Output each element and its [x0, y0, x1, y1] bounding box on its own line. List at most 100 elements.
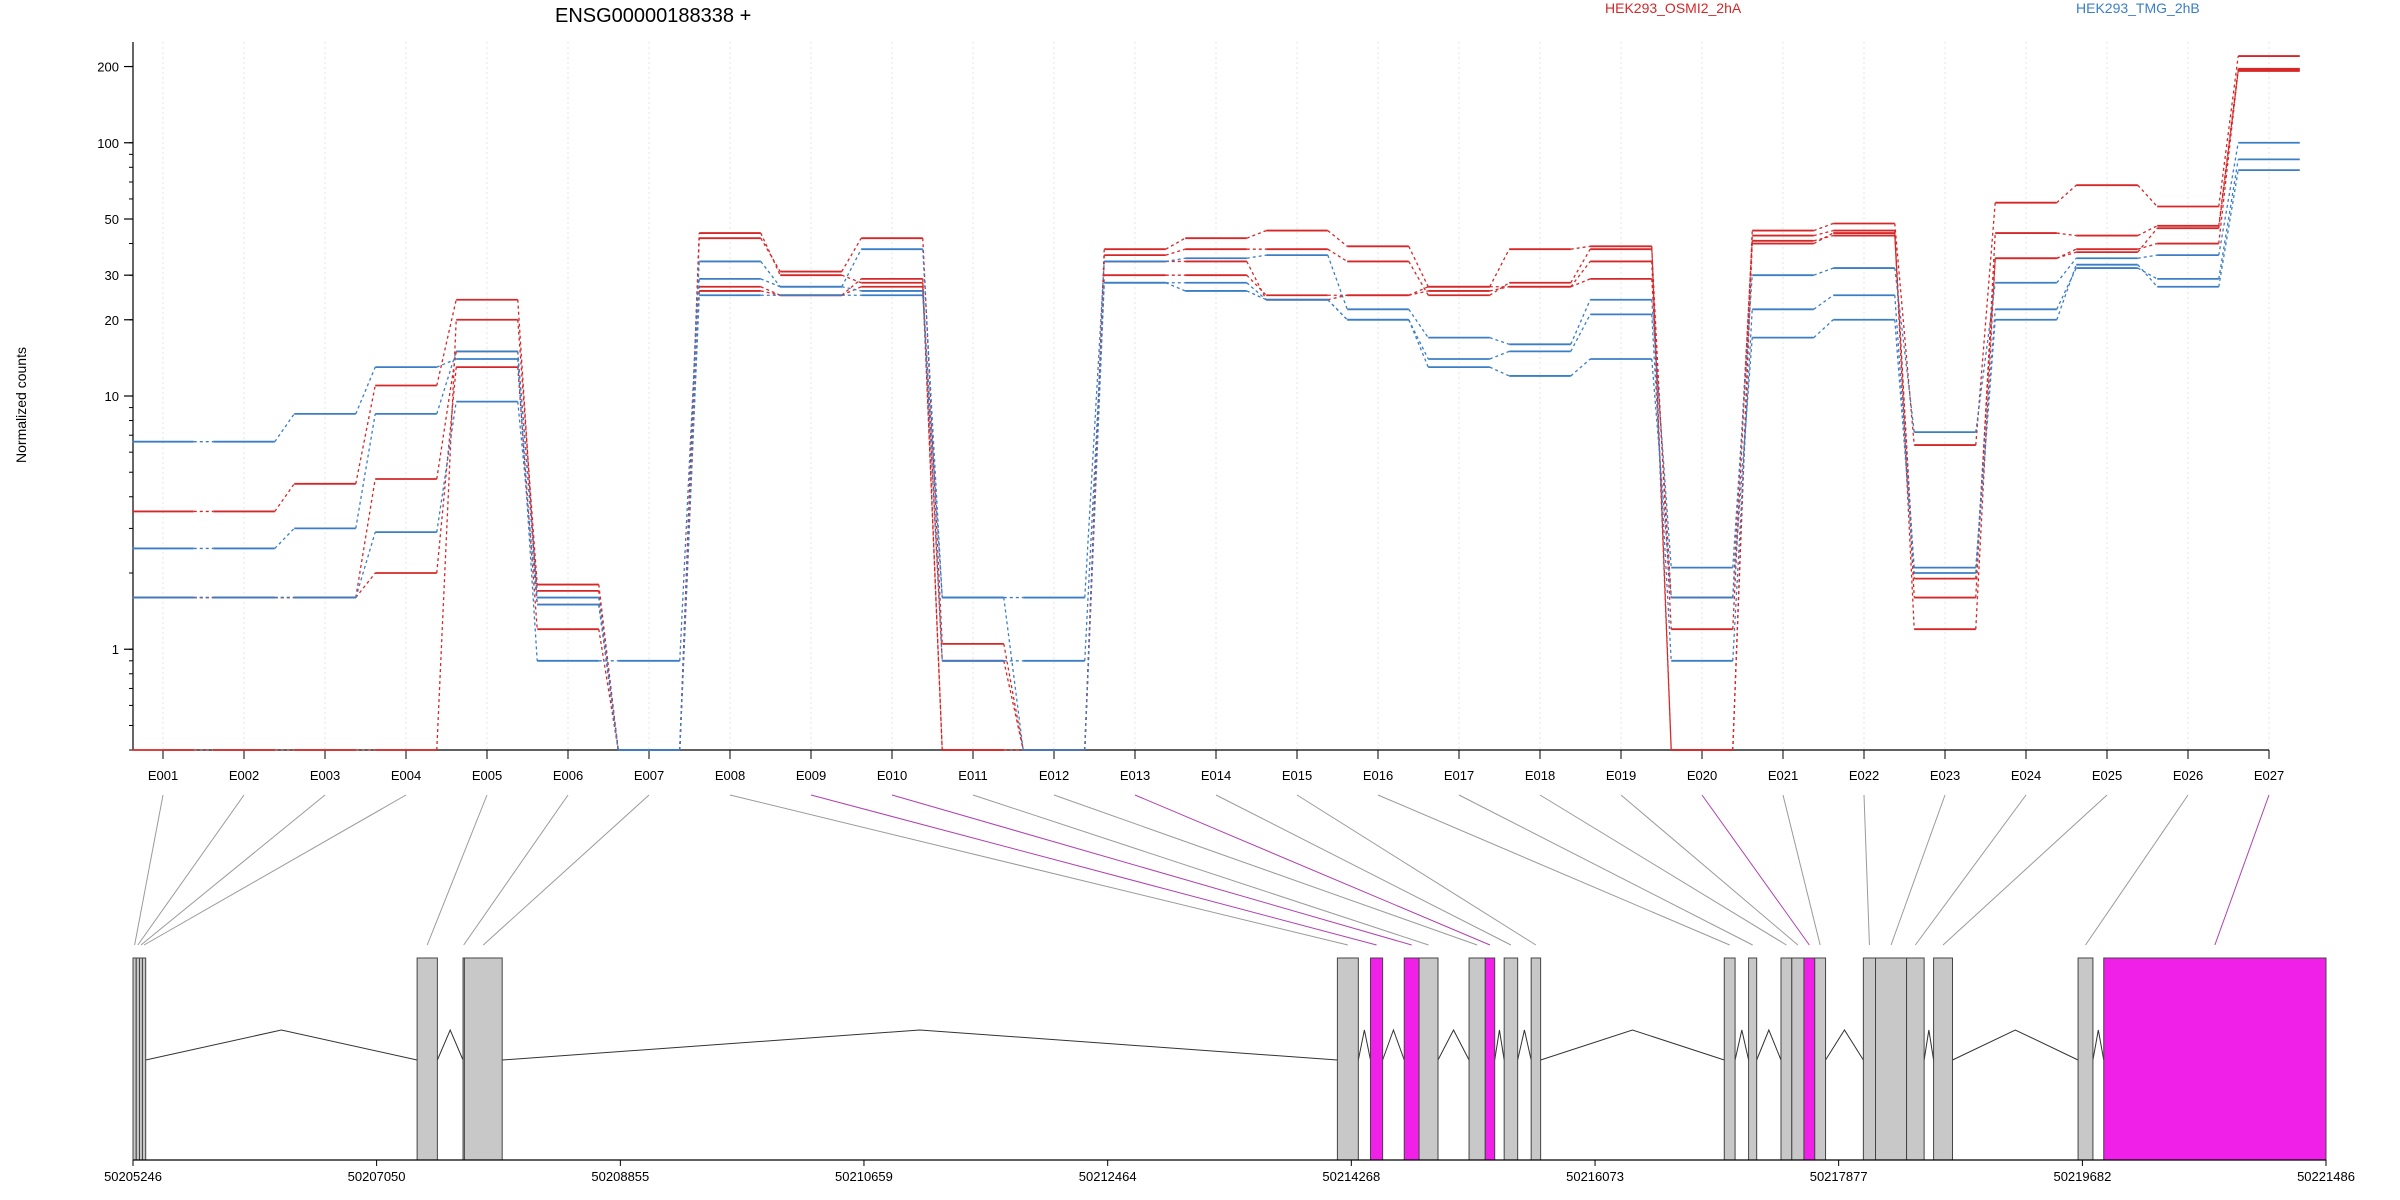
connector-e026 — [2085, 794, 2189, 946]
exon-connector-lines — [134, 794, 2270, 946]
x-tick-label: E007 — [634, 768, 664, 783]
y-tick-label: 200 — [97, 60, 119, 75]
connector-e012 — [1053, 794, 1478, 946]
intron-line — [145, 1029, 418, 1061]
x-tick-label: E006 — [553, 768, 583, 783]
genomic-tick-label: 50208855 — [591, 1169, 649, 1184]
intron-line — [1952, 1029, 2079, 1061]
series-lines — [132, 55, 2300, 751]
exon-box-e021 — [1814, 957, 1827, 1161]
x-tick-label: E010 — [877, 768, 907, 783]
y-axis: 1 10 20 30 50 100 200 — [97, 42, 134, 751]
connector-e021 — [1782, 794, 1821, 946]
exon-box-e020 — [1803, 957, 1816, 1161]
exon-box-e004 — [141, 957, 147, 1161]
connector-e005 — [426, 794, 488, 946]
intron-line — [1734, 1029, 1750, 1061]
x-tick-label: E005 — [472, 768, 502, 783]
y-tick-label: 50 — [105, 212, 119, 227]
exon-box-e026 — [2077, 957, 2094, 1161]
intron-line — [436, 1028, 464, 1061]
x-tick-label: E023 — [1930, 768, 1960, 783]
genomic-axis: 50205246 50207050 50208855 50210659 50212464… — [104, 1159, 2355, 1184]
intron-line — [1357, 1029, 1371, 1061]
exon-box-e022 — [1862, 957, 1877, 1161]
series-line-tmg — [132, 141, 2300, 662]
series-line-tmg — [132, 169, 2300, 751]
grid-lines — [162, 42, 2270, 750]
intron-line — [1517, 1029, 1532, 1061]
legend-osmi2-label: HEK293_OSMI2_2hA — [1605, 0, 1742, 16]
x-tick-label: E027 — [2254, 768, 2284, 783]
x-tick-label: E020 — [1687, 768, 1717, 783]
connector-e023 — [1890, 794, 1946, 946]
x-tick-label: E014 — [1201, 768, 1231, 783]
connector-e013 — [1134, 794, 1491, 946]
connector-e007 — [482, 794, 650, 946]
x-tick-label: E013 — [1120, 768, 1150, 783]
x-tick-label: E022 — [1849, 768, 1879, 783]
connector-e020 — [1701, 794, 1810, 946]
connector-e022 — [1863, 794, 1870, 946]
intron-line — [1382, 1028, 1405, 1061]
connector-e014 — [1215, 794, 1512, 946]
connector-e017 — [1458, 794, 1753, 946]
x-tick-label: E001 — [148, 768, 178, 783]
connector-e004 — [143, 794, 407, 946]
exon-box-e009 — [1369, 957, 1384, 1161]
genomic-tick-label: 50219682 — [2053, 1169, 2111, 1184]
x-axis: E001 E002 E003 E004 E005 E006 E007 E008 E009 E010… — [148, 749, 2284, 783]
genomic-tick-label: 50214268 — [1322, 1169, 1380, 1184]
plot-area: 1 10 20 30 50 100 200 E001 E002 E003 E004 E005 E006… — [97, 42, 2300, 783]
intron-line — [1494, 1029, 1505, 1061]
exon-box-e019 — [1791, 957, 1805, 1161]
connector-e003 — [140, 794, 326, 946]
connector-e006 — [463, 794, 569, 946]
x-tick-label: E009 — [796, 768, 826, 783]
exon-box-e010 — [1403, 957, 1420, 1161]
x-tick-label: E021 — [1768, 768, 1798, 783]
x-tick-label: E016 — [1363, 768, 1393, 783]
x-tick-label: E003 — [310, 768, 340, 783]
x-tick-label: E002 — [229, 768, 259, 783]
genomic-tick-label: 50221486 — [2297, 1169, 2355, 1184]
connector-e008 — [729, 794, 1348, 946]
genomic-tick-label: 50212464 — [1079, 1169, 1137, 1184]
exon-box-e005 — [416, 957, 438, 1161]
y-tick-label: 30 — [105, 268, 119, 283]
genomic-tick-label: 50210659 — [835, 1169, 893, 1184]
connector-e002 — [137, 794, 245, 946]
x-tick-label: E015 — [1282, 768, 1312, 783]
exon-box-e024 — [1906, 957, 1925, 1161]
exon-box-e015 — [1530, 957, 1542, 1161]
exon-box-e008 — [1336, 957, 1359, 1161]
intron-line — [1540, 1029, 1725, 1061]
genomic-tick-label: 50205246 — [104, 1169, 162, 1184]
genomic-tick-label: 50207050 — [348, 1169, 406, 1184]
x-tick-label: E018 — [1525, 768, 1555, 783]
y-axis-title: Normalized counts — [13, 347, 29, 463]
legend-tmg-label: HEK293_TMG_2hB — [2076, 0, 2200, 16]
series-connector-tmg — [193, 169, 2239, 751]
series-connector-osmi2 — [193, 69, 2239, 751]
x-tick-label: E008 — [715, 768, 745, 783]
exon-box-e027 — [2103, 957, 2327, 1161]
y-tick-label: 10 — [105, 389, 119, 404]
intron-line — [1437, 1028, 1470, 1061]
exon-box-e007 — [463, 957, 503, 1161]
x-tick-label: E024 — [2011, 768, 2041, 783]
connector-e015 — [1296, 794, 1537, 946]
gene-title: ENSG00000188338 + — [555, 5, 751, 27]
exon-box-e017 — [1748, 957, 1758, 1161]
connector-e025 — [1942, 794, 2108, 946]
exon-box-e013 — [1484, 957, 1496, 1161]
y-tick-label: 100 — [97, 136, 119, 151]
x-tick-label: E025 — [2092, 768, 2122, 783]
x-tick-label: E017 — [1444, 768, 1474, 783]
exon-box-e025 — [1933, 957, 1953, 1161]
connector-e011 — [972, 794, 1429, 946]
y-tick-label: 1 — [112, 642, 119, 657]
exon-box-e018 — [1780, 957, 1793, 1161]
x-tick-label: E026 — [2173, 768, 2203, 783]
